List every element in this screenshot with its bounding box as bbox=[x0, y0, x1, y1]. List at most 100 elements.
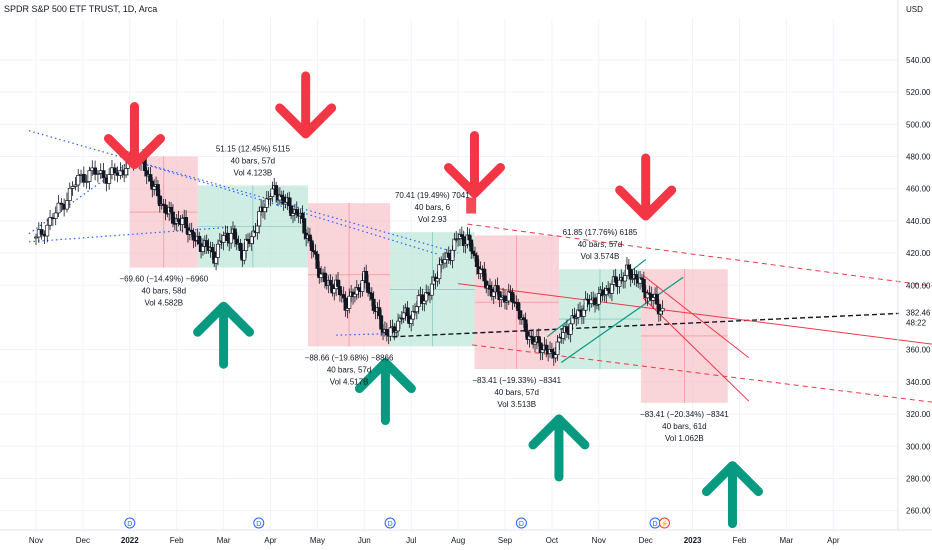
candle-body bbox=[347, 295, 352, 309]
candle-body bbox=[593, 297, 597, 305]
candle-body bbox=[163, 204, 168, 214]
time-tick-label: 2022 bbox=[121, 536, 139, 545]
candle-body bbox=[229, 233, 234, 244]
candle-body bbox=[337, 286, 342, 296]
dividend-marker-label: D bbox=[127, 521, 132, 528]
candle-body bbox=[112, 167, 117, 174]
candle-body bbox=[191, 231, 196, 241]
blue-dotted-line bbox=[28, 226, 229, 243]
candle-body bbox=[360, 280, 365, 292]
arrow-head bbox=[193, 301, 255, 337]
range-box-label: −88.66 (−19.68%) −8866 bbox=[305, 353, 394, 362]
candle-body bbox=[510, 292, 515, 303]
candle-body bbox=[294, 209, 299, 215]
candle-body bbox=[401, 312, 406, 319]
time-tick-label: May bbox=[310, 536, 325, 545]
candle-body bbox=[148, 174, 153, 182]
dividend-marker-icon bbox=[253, 517, 265, 529]
arrow-head bbox=[701, 461, 763, 497]
candle-body bbox=[405, 307, 410, 317]
candle-body bbox=[371, 298, 376, 311]
candle-body bbox=[184, 217, 189, 229]
candle-body bbox=[225, 232, 230, 241]
range-box-label: 40 bars, 57d bbox=[494, 388, 538, 397]
candle-body bbox=[76, 175, 81, 186]
time-axis[interactable]: Nov Dec 2022 Feb Mar Apr May Jun Jul Aug Sep Oct Nov… bbox=[0, 529, 932, 545]
candle-body bbox=[544, 344, 549, 351]
range-box-label: 40 bars, 57d bbox=[327, 365, 371, 374]
candle-body bbox=[87, 170, 92, 182]
candle-body bbox=[48, 217, 53, 226]
candle-body bbox=[491, 291, 496, 297]
candle-body bbox=[93, 167, 98, 175]
arrow-head bbox=[354, 358, 416, 394]
up-arrow-icon-8 bbox=[701, 461, 763, 529]
event-marker-icon bbox=[658, 517, 670, 529]
candle-body bbox=[319, 273, 324, 278]
candle-body bbox=[414, 306, 419, 313]
candle-body bbox=[553, 354, 558, 359]
range-box-label: Vol 3.574B bbox=[581, 252, 620, 261]
arrow-head bbox=[103, 134, 165, 170]
candle-body bbox=[516, 302, 521, 312]
range-box-label: −83.41 (−19.33%) −8341 bbox=[472, 376, 561, 385]
candle-body bbox=[499, 296, 504, 301]
red-trend-line bbox=[643, 275, 750, 359]
candle-body bbox=[437, 264, 442, 280]
candle-body bbox=[176, 218, 181, 223]
arrow-head bbox=[528, 414, 590, 450]
last-price-value: 382.46 bbox=[906, 309, 931, 318]
time-tick-label: Feb bbox=[170, 536, 184, 545]
dividend-marker-icon bbox=[384, 517, 396, 529]
candle-body bbox=[540, 349, 545, 353]
time-tick-label: Aug bbox=[451, 536, 465, 545]
candle-body bbox=[270, 188, 275, 197]
time-tick-label: 2023 bbox=[684, 536, 702, 545]
time-tick-label: Dec bbox=[639, 536, 653, 545]
candle-body bbox=[452, 238, 457, 251]
candle-body bbox=[302, 218, 307, 234]
red-trend-line bbox=[458, 283, 932, 345]
symbol-title: SPDR S&P 500 ETF TRUST, 1D, Arca bbox=[4, 4, 158, 14]
candle-body bbox=[596, 293, 601, 305]
time-tick-label: Oct bbox=[546, 536, 559, 545]
candle-body bbox=[617, 279, 622, 287]
candle-body bbox=[315, 253, 320, 269]
time-tick-label: Apr bbox=[264, 536, 277, 545]
price-axis[interactable]: USD 540.00 520.00 500.00 480.00 460.00 440.00 4… bbox=[897, 0, 932, 530]
price-tick-label: 340.00 bbox=[906, 378, 931, 387]
price-tick-label: 280.00 bbox=[906, 474, 931, 483]
candle-body bbox=[249, 236, 254, 244]
candle-body bbox=[482, 268, 487, 282]
candle-body bbox=[658, 310, 663, 315]
candle-body bbox=[377, 307, 382, 317]
event-markers[interactable]: D D D D D ⚡ bbox=[124, 517, 670, 529]
range-box-label: Vol 1.062B bbox=[665, 434, 704, 443]
up-arrow-icon-6 bbox=[354, 358, 416, 426]
candle-body bbox=[379, 315, 384, 330]
candle-body bbox=[95, 173, 100, 175]
candle-body bbox=[216, 243, 220, 258]
arrow-head bbox=[444, 162, 506, 198]
candle-body bbox=[366, 282, 371, 293]
candle-body bbox=[467, 234, 472, 241]
candle-body bbox=[274, 185, 279, 196]
candle-body bbox=[124, 168, 128, 176]
range-box-label: 40 bars, 58d bbox=[142, 287, 186, 296]
teal-channel-line bbox=[560, 276, 684, 364]
time-tick-label: Jun bbox=[358, 536, 371, 545]
red-dashed-line bbox=[467, 223, 932, 287]
candle-body bbox=[81, 173, 86, 183]
candle-body bbox=[169, 206, 174, 213]
candle-body bbox=[262, 207, 267, 213]
range-box-label: Vol 2.93 bbox=[418, 215, 447, 224]
candle-body bbox=[488, 284, 492, 290]
price-tick-label: 320.00 bbox=[906, 410, 931, 419]
candle-body bbox=[242, 250, 247, 261]
candle-body bbox=[53, 212, 58, 219]
black-dashed-support bbox=[392, 311, 932, 338]
candle-body bbox=[626, 264, 631, 270]
range-box-label: Vol 4.123B bbox=[234, 168, 273, 177]
range-box-label: Vol 4.517B bbox=[330, 377, 369, 386]
